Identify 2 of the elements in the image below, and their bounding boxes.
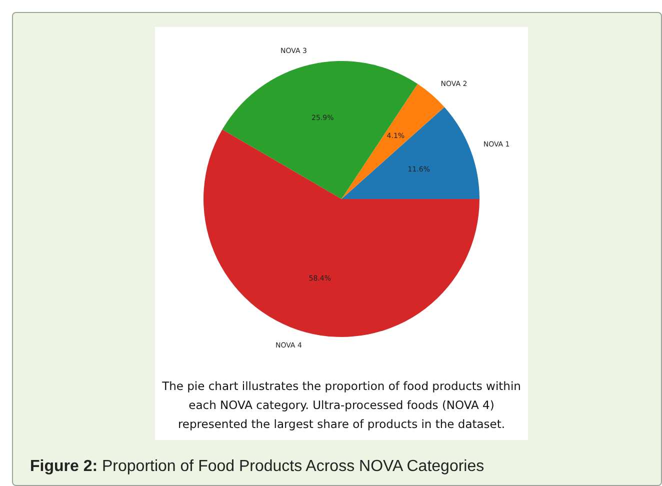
text: The pie chart illustrates the proportion of food products within each NOVA category. Ultra-processed foods (NOVA 4) represented the largest share of products in the dataset. [161,378,522,433]
caption: Figure 2: Proportion of Food Products Across NOVA Categories [30,458,484,475]
